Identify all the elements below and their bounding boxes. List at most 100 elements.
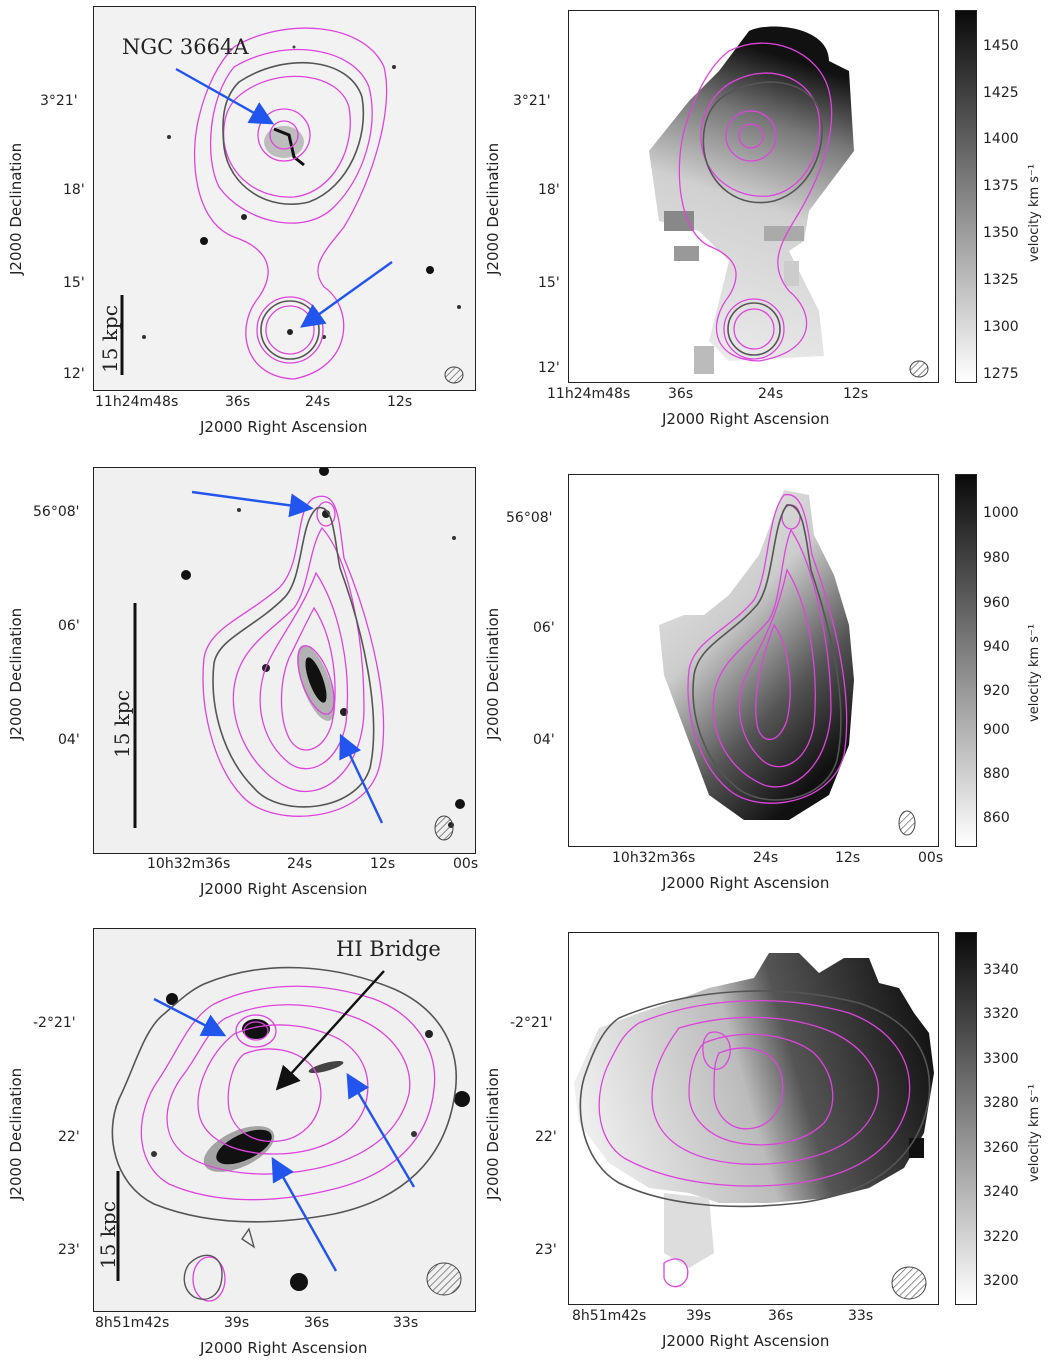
row3-cbar-tick-7: 3200: [983, 1273, 1019, 1289]
row1-cbar-label: velocity km s⁻¹: [1027, 163, 1042, 262]
row1-left-ytick-2: 15': [63, 275, 85, 291]
row1-left-ylabel: J2000 Declination: [7, 142, 25, 275]
row2-optical-panel: 15 kpc: [93, 467, 476, 854]
row2-optical-image: [133, 468, 465, 841]
row3-right-ytick-0: -2°21': [510, 1015, 553, 1031]
row1-left-xtick-0: 11h24m48s: [95, 394, 179, 410]
row3-cbar-tick-5: 3240: [983, 1184, 1019, 1200]
row2-arrow-top: [191, 490, 314, 518]
row1-right-ylabel: J2000 Declination: [484, 142, 502, 275]
row3-cbar-tick-2: 3300: [983, 1051, 1019, 1067]
row1-scale-label: 15 kpc: [98, 305, 122, 373]
row3-velocity-map: [574, 953, 934, 1300]
row2-left-xtick-0: 10h32m36s: [147, 856, 231, 872]
row3-right-ytick-2: 23': [535, 1242, 557, 1258]
row1-arrow-companion: [300, 261, 393, 328]
row1-left-xtick-3: 12s: [387, 394, 413, 410]
row3-left-ytick-0: -2°21': [33, 1015, 76, 1031]
row1-right-ytick-3: 12': [538, 360, 560, 376]
row2-scale-label: 15 kpc: [110, 690, 134, 758]
row3-left-ytick-1: 22': [58, 1129, 80, 1145]
row2-right-xtick-3: 00s: [918, 850, 944, 866]
row1-annotation: NGC 3664A: [122, 35, 249, 59]
row2-cbar-tick-4: 920: [983, 683, 1010, 699]
row2-hi-contours: [202, 495, 385, 817]
row1-cbar-tick-0: 1450: [983, 38, 1019, 54]
row3-velocity-panel: [568, 932, 939, 1305]
row2-cbar-tick-6: 880: [983, 766, 1010, 782]
row3-right-ylabel: J2000 Declination: [484, 1067, 502, 1200]
row1-left-xtick-2: 24s: [305, 394, 331, 410]
row3-hi-contours: [140, 985, 436, 1302]
row2-right-ytick-1: 06': [533, 620, 555, 636]
row3-beam-right: [891, 1266, 927, 1300]
row3-cbar-tick-0: 3340: [983, 962, 1019, 978]
row3-optical-image: [111, 966, 470, 1302]
row1-left-ytick-1: 18': [63, 182, 85, 198]
row2-cbar-tick-7: 860: [983, 810, 1010, 826]
row2-cbar-tick-3: 940: [983, 639, 1010, 655]
row2-left-xtick-3: 00s: [453, 856, 479, 872]
row1-left-ytick-0: 3°21': [40, 93, 78, 109]
row3-right-xtick-3: 33s: [848, 1308, 874, 1324]
row2-cbar-tick-1: 980: [983, 550, 1010, 566]
row3-colorbar: [955, 932, 977, 1305]
row2-cbar-label: velocity km s⁻¹: [1027, 623, 1042, 722]
row1-left-xlabel: J2000 Right Ascension: [200, 418, 368, 436]
row2-beam-right: [898, 810, 916, 836]
row2-left-ylabel: J2000 Declination: [7, 607, 25, 740]
row2-right-ylabel: J2000 Declination: [484, 607, 502, 740]
row1-cbar-tick-1: 1425: [983, 85, 1019, 101]
row3-cbar-tick-4: 3260: [983, 1140, 1019, 1156]
row2-velocity-map: [659, 490, 916, 836]
row3-left-xtick-3: 33s: [393, 1315, 419, 1331]
row2-colorbar: [955, 474, 977, 847]
row2-cbar-tick-2: 960: [983, 595, 1010, 611]
row2-left-xtick-2: 12s: [370, 856, 396, 872]
row2-beam-left: [434, 815, 454, 841]
row2-left-xlabel: J2000 Right Ascension: [200, 880, 368, 898]
row3-cbar-tick-3: 3280: [983, 1095, 1019, 1111]
row1-cbar-tick-2: 1400: [983, 131, 1019, 147]
row3-cbar-label: velocity km s⁻¹: [1027, 1083, 1042, 1182]
row3-left-xtick-2: 36s: [304, 1315, 330, 1331]
row3-cbar-tick-1: 3320: [983, 1006, 1019, 1022]
row2-left-ytick-2: 04': [58, 732, 80, 748]
row3-right-xtick-1: 39s: [686, 1308, 712, 1324]
row1-right-ytick-1: 18': [538, 182, 560, 198]
row1-left-ytick-3: 12': [63, 366, 85, 382]
row3-optical-panel: HI Bridge 15 kpc: [93, 928, 476, 1312]
row3-left-ytick-2: 23': [58, 1242, 80, 1258]
row1-velocity-panel: [568, 10, 939, 383]
row3-arrow-upper: [153, 997, 227, 1037]
row2-right-xtick-2: 12s: [835, 850, 861, 866]
row1-cbar-tick-7: 1275: [983, 366, 1019, 382]
row2-cbar-tick-5: 900: [983, 722, 1010, 738]
row3-beam-left: [426, 1262, 462, 1296]
row2-right-ytick-2: 04': [533, 732, 555, 748]
row1-optical-image: [120, 27, 464, 384]
row2-left-ytick-0: 56°08': [33, 504, 80, 520]
row1-cbar-tick-3: 1375: [983, 178, 1019, 194]
row1-right-ytick-2: 15': [538, 275, 560, 291]
row1-right-xtick-0: 11h24m48s: [547, 386, 631, 402]
row1-beam-right: [909, 360, 929, 378]
row1-right-xtick-1: 36s: [668, 386, 694, 402]
row1-right-xtick-3: 12s: [843, 386, 869, 402]
row2-left-ytick-1: 06': [58, 618, 80, 634]
row2-right-xtick-1: 24s: [753, 850, 779, 866]
row2-arrow-bottom: [339, 733, 384, 824]
row1-arrow-ngc3664a: [175, 67, 275, 125]
row1-cbar-tick-5: 1325: [983, 272, 1019, 288]
row2-cbar-tick-0: 1000: [983, 505, 1019, 521]
row1-left-xtick-1: 36s: [225, 394, 251, 410]
row1-right-xtick-2: 24s: [758, 386, 784, 402]
row1-colorbar: [955, 10, 977, 383]
row2-right-ytick-0: 56°08': [506, 510, 553, 526]
row3-cbar-tick-6: 3220: [983, 1229, 1019, 1245]
row3-scale-label: 15 kpc: [96, 1201, 120, 1269]
row1-cbar-tick-4: 1350: [983, 225, 1019, 241]
row3-left-ylabel: J2000 Declination: [7, 1067, 25, 1200]
row2-right-xlabel: J2000 Right Ascension: [662, 874, 830, 892]
row1-right-xlabel: J2000 Right Ascension: [662, 410, 830, 428]
